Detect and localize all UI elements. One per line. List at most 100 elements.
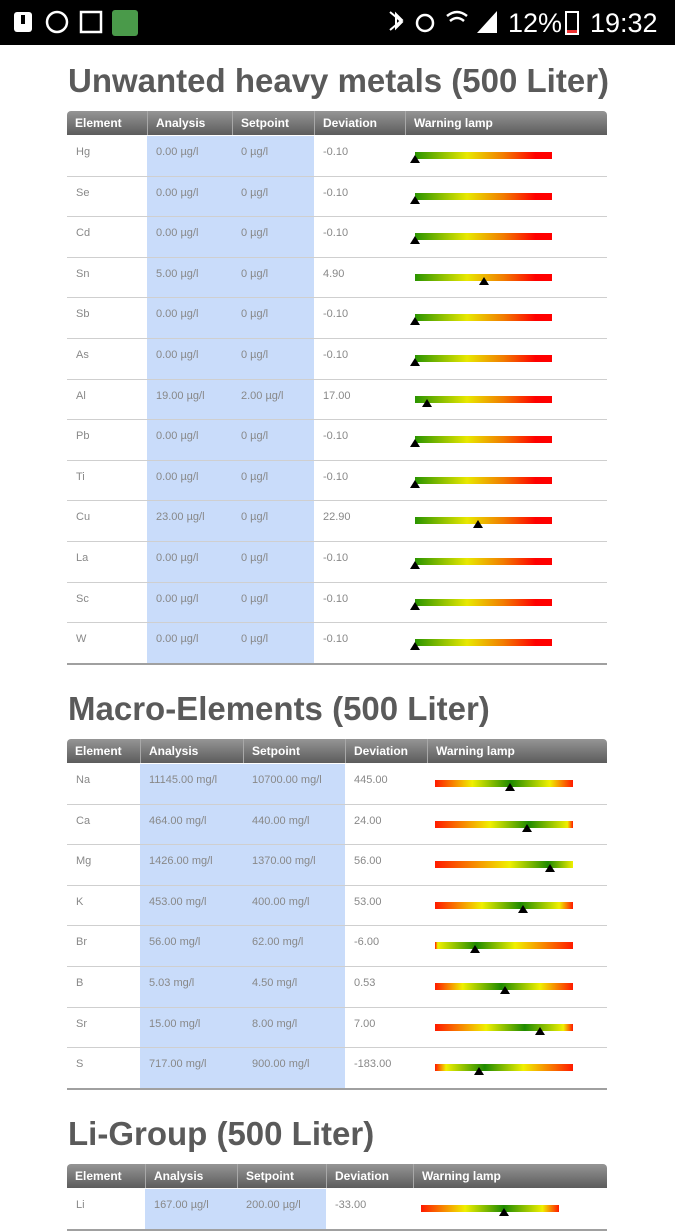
row-divider xyxy=(67,884,607,886)
warning-lamp-marker xyxy=(422,398,433,407)
table-cell: 0 µg/l xyxy=(241,592,269,605)
header-cell: Setpoint xyxy=(243,739,345,763)
table-cell: 4.50 mg/l xyxy=(252,977,298,989)
warning-lamp-marker xyxy=(410,155,420,163)
header-cell: Warning lamp xyxy=(427,739,607,763)
table-cell: Br xyxy=(76,936,87,949)
header-cell: Setpoint xyxy=(232,111,314,135)
warning-lamp-marker xyxy=(470,945,481,954)
table-cell: 2.00 µg/l xyxy=(241,389,284,402)
warning-lamp-bar xyxy=(415,558,552,565)
header-cell: Deviation xyxy=(345,739,427,763)
table-cell: 53.00 xyxy=(354,895,382,908)
warning-lamp-bar xyxy=(435,780,573,787)
table-cell: 56.00 mg/l xyxy=(149,936,201,949)
row-divider xyxy=(67,1006,607,1008)
table-cell: 23.00 µg/l xyxy=(156,511,205,524)
section-title: Unwanted heavy metals (500 Liter) xyxy=(68,62,610,99)
row-divider xyxy=(67,662,607,665)
battery-level xyxy=(567,30,577,33)
table-cell: 0.00 µg/l xyxy=(156,308,199,321)
table-cell: Sb xyxy=(76,308,90,321)
warning-lamp-marker xyxy=(410,642,420,651)
table-cell: Na xyxy=(76,774,91,786)
header-cell: Element xyxy=(75,744,122,758)
table-cell: La xyxy=(76,552,89,564)
notification-icon-mark xyxy=(21,15,25,24)
warning-lamp-bar xyxy=(415,476,552,484)
bluetooth-icon xyxy=(389,11,404,31)
table-header xyxy=(67,111,607,135)
app-icon xyxy=(112,10,138,36)
table-cell: 0 µg/l xyxy=(241,308,269,321)
table-cell: 0.00 µg/l xyxy=(156,186,199,199)
table-cell: 0.00 µg/l xyxy=(156,349,199,361)
table-cell: S xyxy=(76,1058,84,1071)
battery-icon xyxy=(565,11,579,35)
table-cell: 167.00 µg/l xyxy=(154,1199,209,1211)
table-cell: Al xyxy=(76,389,86,402)
warning-lamp-bar xyxy=(415,152,552,159)
warning-lamp-bar xyxy=(415,517,552,525)
warning-lamp-bar xyxy=(435,820,573,828)
warning-lamp-bar xyxy=(415,192,552,200)
status-bar: 12% 19:32 xyxy=(0,0,675,45)
table-cell: 0 µg/l xyxy=(241,633,269,646)
table-cell: -0.10 xyxy=(323,430,349,443)
table-cell: 62.00 mg/l xyxy=(252,936,304,949)
table-cell: -0.10 xyxy=(323,186,349,199)
table-cell: -0.10 xyxy=(323,470,349,483)
table-cell: 200.00 µg/l xyxy=(246,1199,301,1211)
table-cell: 4.90 xyxy=(323,267,345,280)
table-cell: Sn xyxy=(76,267,90,280)
header-cell: Analysis xyxy=(147,111,232,135)
warning-lamp-bar xyxy=(415,395,552,403)
table-cell: Ca xyxy=(76,814,91,827)
row-divider xyxy=(67,256,607,258)
table-cell: 22.90 xyxy=(323,511,351,524)
table-cell: 0.00 µg/l xyxy=(156,470,199,483)
table-cell: As xyxy=(76,349,89,361)
row-divider xyxy=(67,844,607,846)
table-cell: 5.00 µg/l xyxy=(156,267,199,280)
row-divider xyxy=(67,378,607,380)
table-cell: Sr xyxy=(76,1017,87,1030)
warning-lamp-marker xyxy=(410,195,420,204)
table-cell: 453.00 mg/l xyxy=(149,895,207,908)
row-divider xyxy=(67,803,607,805)
table-cell: -183.00 xyxy=(354,1058,392,1071)
warning-lamp-bar xyxy=(415,639,552,647)
table-cell: -0.10 xyxy=(323,552,349,564)
row-divider xyxy=(67,966,607,967)
table-cell: 0 µg/l xyxy=(241,186,269,199)
table-cell: Se xyxy=(76,186,90,199)
table-cell: B xyxy=(76,977,84,989)
warning-lamp-marker xyxy=(473,520,484,529)
row-divider xyxy=(67,1047,607,1049)
warning-lamp-bar xyxy=(415,355,552,362)
warning-lamp-bar xyxy=(415,598,552,606)
table-cell: 0 µg/l xyxy=(241,146,269,158)
warning-lamp-marker xyxy=(410,479,420,488)
warning-lamp-bar xyxy=(435,1064,573,1072)
table-cell: Cu xyxy=(76,511,91,524)
warning-lamp-marker xyxy=(410,601,420,610)
table-cell: 0 µg/l xyxy=(241,349,269,361)
row-divider xyxy=(67,175,607,177)
table-cell: 445.00 xyxy=(354,774,388,786)
warning-lamp-marker xyxy=(504,783,515,791)
warning-lamp-marker xyxy=(474,1067,485,1076)
table-cell: 0.00 µg/l xyxy=(156,633,199,646)
table-cell: 5.03 mg/l xyxy=(149,977,195,989)
table-cell: Sc xyxy=(76,592,89,605)
header-cell: Analysis xyxy=(140,739,243,763)
table-cell: 1370.00 mg/l xyxy=(252,855,316,868)
status-icons xyxy=(14,10,579,36)
row-divider xyxy=(67,541,607,542)
section-title: Macro-Elements (500 Liter) xyxy=(68,690,490,727)
table-cell: Li xyxy=(76,1199,85,1211)
row-divider xyxy=(67,459,607,461)
warning-lamp-marker xyxy=(410,561,420,569)
battery-percent: 12% xyxy=(508,8,563,38)
